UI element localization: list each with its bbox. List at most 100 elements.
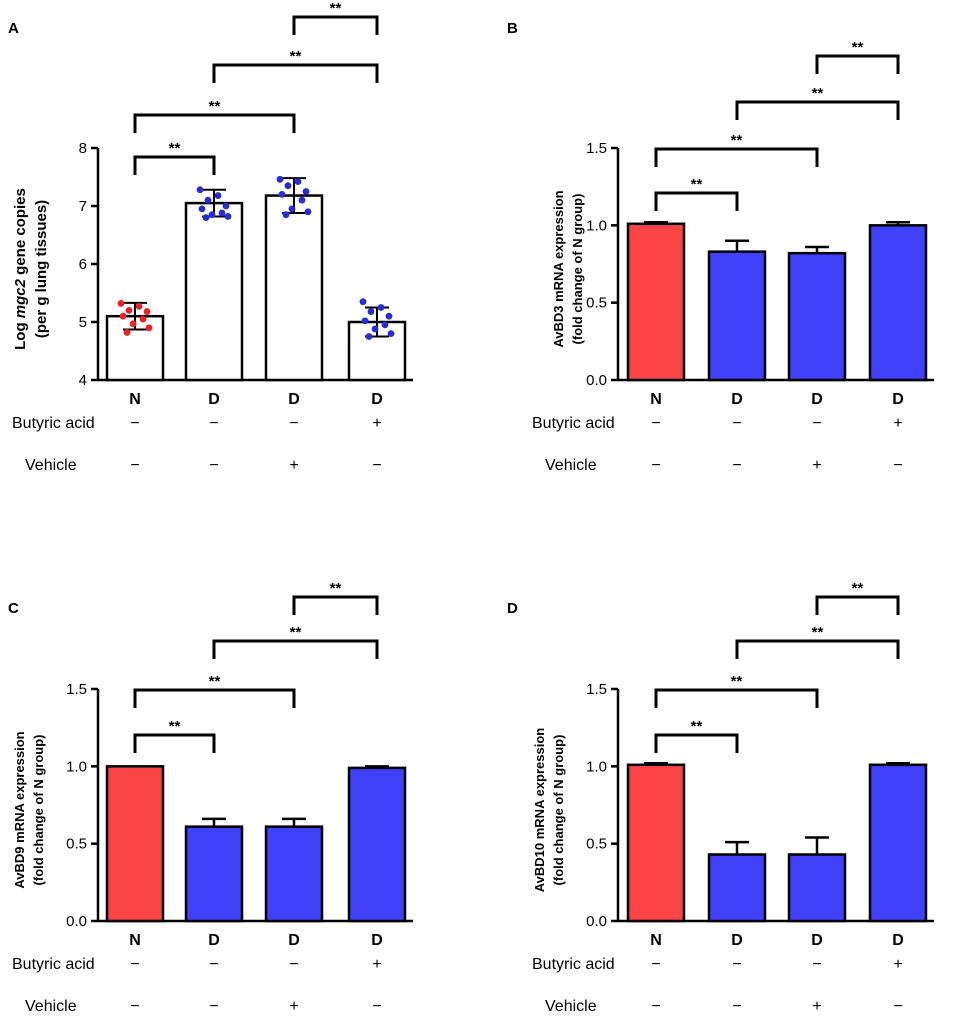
data-point bbox=[145, 324, 153, 332]
x-category-label: D bbox=[892, 932, 904, 949]
butyric-acid-sign: − bbox=[130, 415, 139, 432]
significance-bracket bbox=[654, 688, 819, 708]
y-axis-label-prefix: Log bbox=[12, 318, 29, 350]
y-axis-label: AvBD3 mRNA expression bbox=[551, 190, 566, 347]
bar-a-0 bbox=[105, 314, 165, 382]
x-category-label: D bbox=[208, 391, 220, 408]
data-point bbox=[117, 300, 125, 307]
vehicle-sign: − bbox=[130, 998, 139, 1015]
data-point bbox=[208, 211, 216, 219]
y-tick-label: 1.5 bbox=[66, 681, 87, 698]
data-point bbox=[119, 312, 127, 320]
data-point bbox=[367, 308, 375, 315]
significance-label: ** bbox=[731, 673, 743, 690]
butyric-acid-sign: − bbox=[289, 956, 298, 973]
y-tick-label: 0.0 bbox=[586, 372, 607, 389]
bar-b-2 bbox=[787, 251, 847, 382]
significance-label: ** bbox=[691, 176, 703, 193]
y-axis-label: AvBD10 mRNA expression bbox=[532, 728, 547, 893]
data-point bbox=[204, 196, 212, 204]
vehicle-sign: + bbox=[289, 998, 298, 1015]
data-point bbox=[284, 182, 292, 190]
significance-bracket bbox=[133, 113, 296, 133]
x-category-label: D bbox=[892, 391, 904, 408]
data-point bbox=[288, 205, 296, 213]
x-category-label: D bbox=[811, 932, 823, 949]
significance-bracket bbox=[815, 54, 900, 74]
vehicle-sign: − bbox=[893, 457, 902, 474]
butyric-acid-sign: − bbox=[130, 956, 139, 973]
significance-bracket bbox=[133, 733, 216, 753]
y-tick-label: 0.0 bbox=[66, 913, 87, 930]
data-point bbox=[276, 175, 284, 183]
y-axis-label-secondary: (fold change of N group) bbox=[551, 735, 566, 886]
butyric-acid-label: Butyric acid bbox=[532, 415, 615, 432]
y-tick-label: 0.5 bbox=[586, 295, 607, 312]
vehicle-sign: − bbox=[732, 998, 741, 1015]
bar-a-1 bbox=[184, 201, 244, 382]
significance-bracket bbox=[654, 191, 739, 211]
data-point bbox=[214, 192, 222, 199]
significance-bracket bbox=[133, 688, 296, 708]
data-point bbox=[224, 213, 232, 220]
x-category-label: D bbox=[288, 391, 300, 408]
data-point bbox=[302, 188, 310, 195]
y-tick-label: 1.0 bbox=[586, 758, 607, 775]
bar-b-0 bbox=[626, 222, 686, 382]
vehicle-sign: − bbox=[732, 457, 741, 474]
bar-c-3 bbox=[347, 766, 407, 923]
data-point bbox=[222, 202, 230, 210]
panel-label: C bbox=[8, 600, 19, 617]
significance-bracket bbox=[292, 595, 379, 615]
y-tick-label: 1.0 bbox=[586, 217, 607, 234]
y-tick-label: 0.5 bbox=[586, 836, 607, 853]
significance-bracket bbox=[133, 155, 216, 175]
significance-bracket bbox=[735, 100, 900, 120]
bar-c-2 bbox=[264, 825, 324, 923]
vehicle-label: Vehicle bbox=[545, 457, 597, 474]
butyric-acid-sign: + bbox=[893, 956, 902, 973]
significance-label: ** bbox=[691, 718, 703, 735]
y-axis-label-secondary: (fold change of N group) bbox=[31, 735, 46, 886]
panel-label: D bbox=[507, 600, 518, 617]
significance-bracket bbox=[815, 595, 900, 615]
significance-label: ** bbox=[209, 673, 221, 690]
y-tick-label: 6 bbox=[79, 256, 87, 273]
significance-label: ** bbox=[330, 580, 342, 597]
vehicle-sign: − bbox=[372, 457, 381, 474]
x-category-label: D bbox=[208, 932, 220, 949]
significance-label: ** bbox=[852, 39, 864, 56]
bar-b-1 bbox=[707, 250, 767, 382]
significance-bracket bbox=[654, 733, 739, 753]
panel-label: A bbox=[8, 20, 19, 37]
y-tick-label: 8 bbox=[79, 140, 87, 157]
bar-c-1 bbox=[184, 825, 244, 923]
butyric-acid-label: Butyric acid bbox=[12, 956, 95, 973]
y-axis-label-suffix: gene copies bbox=[12, 188, 29, 279]
bar-d-1 bbox=[707, 853, 767, 923]
vehicle-sign: − bbox=[372, 998, 381, 1015]
vehicle-sign: − bbox=[651, 457, 660, 474]
y-tick-label: 7 bbox=[79, 198, 87, 215]
bar-d-2 bbox=[787, 853, 847, 923]
significance-label: ** bbox=[812, 624, 824, 641]
data-point bbox=[218, 209, 226, 217]
data-point bbox=[377, 304, 385, 311]
significance-label: ** bbox=[852, 580, 864, 597]
panel-d: D 0.0 0.5 1.0 1.5 AvBD10 mRNA expression (fold… bbox=[507, 580, 934, 1015]
data-point bbox=[196, 186, 204, 194]
panel-c: C 0.0 0.5 1.0 1.5 AvBD9 mRNA expression (fold … bbox=[8, 580, 413, 1015]
significance-label: ** bbox=[731, 132, 743, 149]
significance-label: ** bbox=[169, 140, 181, 157]
y-tick-label: 5 bbox=[79, 314, 87, 331]
vehicle-label: Vehicle bbox=[25, 457, 77, 474]
butyric-acid-sign: − bbox=[812, 415, 821, 432]
panel-b: B 0.0 0.5 1.0 1.5 AvBD3 mRNA expression (fold … bbox=[507, 20, 934, 474]
significance-label: ** bbox=[290, 48, 302, 65]
bar-c-0 bbox=[105, 765, 165, 923]
panel-label: B bbox=[507, 20, 518, 37]
butyric-acid-label: Butyric acid bbox=[12, 415, 95, 432]
x-category-label: D bbox=[731, 391, 743, 408]
y-tick-label: 0.5 bbox=[66, 836, 87, 853]
